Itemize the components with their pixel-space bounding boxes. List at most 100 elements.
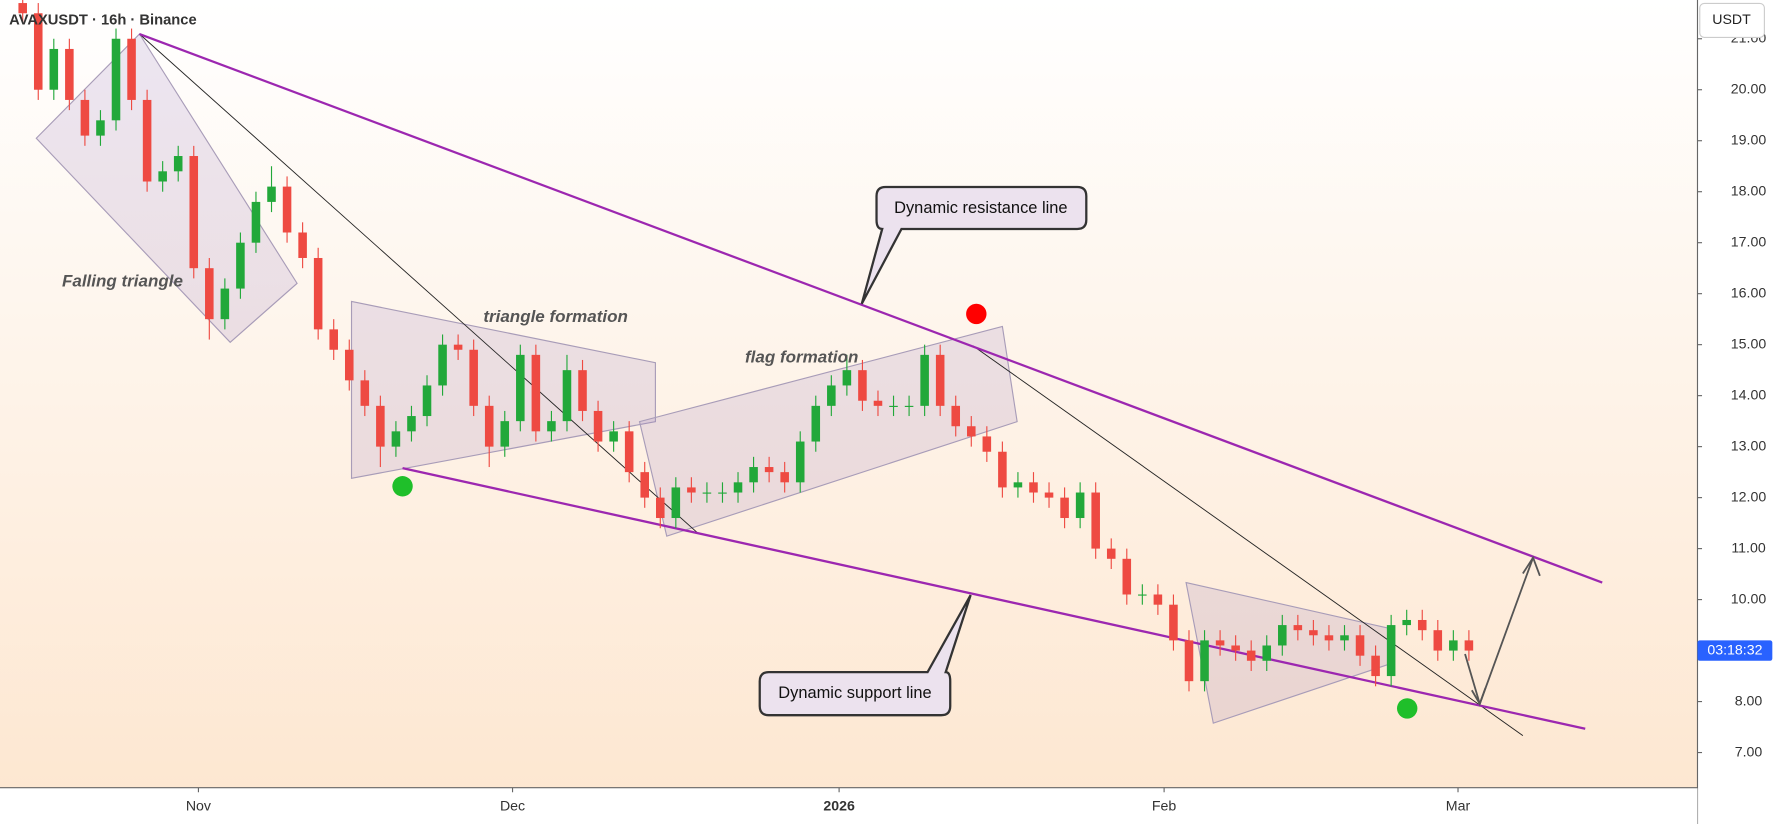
candle-body	[1262, 645, 1272, 661]
y-tick-label: 8.00	[1735, 693, 1763, 709]
candle-body	[391, 431, 401, 447]
candle-body	[1278, 625, 1287, 646]
candle-body	[33, 13, 43, 90]
candle-body	[593, 410, 603, 442]
candle-body	[516, 354, 525, 422]
candle-body	[1324, 635, 1334, 641]
candle-body	[1246, 650, 1256, 661]
x-tick-label: Nov	[186, 799, 212, 815]
candle-body	[1231, 645, 1240, 651]
candle-body	[920, 354, 929, 406]
candle-body	[842, 370, 852, 386]
countdown-box	[1697, 640, 1773, 661]
y-tick-label: 12.00	[1731, 489, 1767, 505]
green-dot	[1397, 698, 1418, 719]
candle-body	[453, 344, 463, 350]
x-tick-label: 2026	[823, 799, 855, 815]
candle-body	[967, 426, 976, 437]
y-tick-label: 16.00	[1731, 285, 1767, 301]
symbol-title: AVAXUSDT · 16h · Binance	[9, 12, 197, 28]
candle-body	[547, 421, 556, 432]
candle-body	[1122, 558, 1132, 595]
candle-body	[1153, 594, 1163, 605]
candle-body	[1449, 640, 1458, 651]
candle-body	[873, 400, 883, 406]
candle-body	[313, 257, 323, 330]
price-axis-panel	[1697, 0, 1778, 824]
candles	[18, 0, 1474, 692]
candle-body	[578, 370, 587, 411]
candle-body	[1200, 640, 1209, 682]
candle-body	[49, 48, 59, 90]
candle-body	[1138, 594, 1147, 596]
y-tick-label: 15.00	[1731, 336, 1767, 352]
candle-body	[65, 48, 74, 100]
y-tick-label: 11.00	[1731, 540, 1766, 556]
candle-body	[1402, 619, 1411, 626]
trend-line	[139, 33, 698, 534]
candle-body	[827, 385, 836, 406]
callout	[758, 594, 972, 717]
candle-body	[500, 421, 510, 447]
candle-body	[282, 186, 292, 233]
countdown-tag: 03:18:32	[1697, 640, 1773, 661]
candle-body	[671, 487, 681, 519]
candle-body	[18, 3, 27, 14]
x-tick-label: Dec	[500, 799, 525, 815]
axes: 7.008.009.0010.0011.0012.0013.0014.0015.…	[186, 31, 1767, 815]
y-tick-label: 13.00	[1731, 438, 1767, 454]
candle-body	[360, 380, 370, 406]
candle-body	[1355, 635, 1365, 656]
y-tick-label: 19.00	[1731, 132, 1767, 148]
annotation: triangle formation	[483, 307, 628, 326]
candle-body	[220, 288, 230, 320]
candle-body	[407, 416, 416, 432]
candle-body	[718, 492, 727, 494]
triangle-shape	[350, 300, 656, 479]
candle-body	[982, 436, 992, 452]
candle-body	[469, 349, 478, 406]
candle-body	[795, 441, 805, 483]
currency-button[interactable]	[1699, 2, 1765, 38]
candle-body	[1013, 482, 1023, 488]
x-tick-label: Feb	[1152, 799, 1177, 815]
candle-body	[484, 405, 494, 447]
candle-body	[904, 405, 914, 407]
candle-body	[298, 232, 307, 258]
y-tick-label: 20.00	[1731, 81, 1767, 97]
candle-body	[609, 431, 618, 442]
candle-body	[733, 482, 743, 493]
annotation: Falling triangle	[62, 272, 183, 291]
candle-body	[1215, 640, 1225, 646]
candle-body	[329, 329, 338, 350]
candle-body	[1340, 635, 1349, 641]
candle-body	[951, 405, 961, 427]
candle-body	[205, 268, 214, 320]
candle-body	[1044, 492, 1054, 498]
candle-body	[531, 354, 541, 432]
candle-body	[858, 370, 867, 401]
candle-body	[1464, 640, 1474, 651]
candle-body	[422, 385, 432, 417]
candle-body	[1075, 492, 1085, 519]
candle-body	[935, 354, 945, 406]
candle-body	[80, 99, 90, 136]
y-tick-label: 17.00	[1731, 234, 1767, 250]
candle-body	[1293, 625, 1303, 631]
callout-text: Dynamic support line	[778, 684, 931, 702]
candle-body	[251, 201, 261, 243]
candle-body	[1106, 548, 1116, 559]
candle-body	[764, 467, 774, 473]
support-line	[402, 466, 1586, 730]
candle-body	[624, 431, 634, 473]
candle-body	[189, 156, 199, 269]
red-dot	[966, 303, 987, 325]
candle-body	[1169, 604, 1178, 641]
countdown-text: 03:18:32	[1707, 642, 1762, 658]
arrow-head	[1471, 687, 1487, 706]
y-tick-label: 14.00	[1731, 387, 1767, 403]
callout-text: Dynamic resistance line	[894, 199, 1067, 217]
candle-body	[1060, 497, 1069, 519]
